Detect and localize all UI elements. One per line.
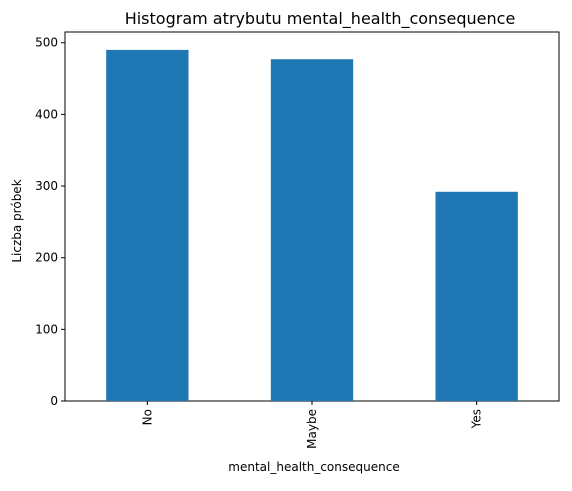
bar-yes [435, 191, 518, 401]
y-tick-label: 0 [50, 394, 58, 408]
x-tick-label-no: No [140, 409, 154, 425]
y-axis: 0 100 200 300 400 500 [35, 36, 65, 408]
y-tick-label: 100 [35, 322, 58, 336]
y-tick-label: 300 [35, 179, 58, 193]
chart-title: Histogram atrybutu mental_health_consequ… [125, 9, 516, 29]
x-axis: No Maybe Yes [140, 401, 484, 449]
bars [106, 49, 518, 402]
y-axis-label: Liczba próbek [10, 179, 24, 262]
y-tick-label: 500 [35, 36, 58, 50]
y-tick-label: 400 [35, 107, 58, 121]
y-tick-label: 200 [35, 251, 58, 265]
bar-maybe [270, 59, 354, 402]
x-tick-label-maybe: Maybe [305, 409, 319, 449]
x-axis-label: mental_health_consequence [228, 460, 399, 474]
x-tick-label-yes: Yes [470, 409, 484, 429]
bar-no [106, 49, 189, 401]
